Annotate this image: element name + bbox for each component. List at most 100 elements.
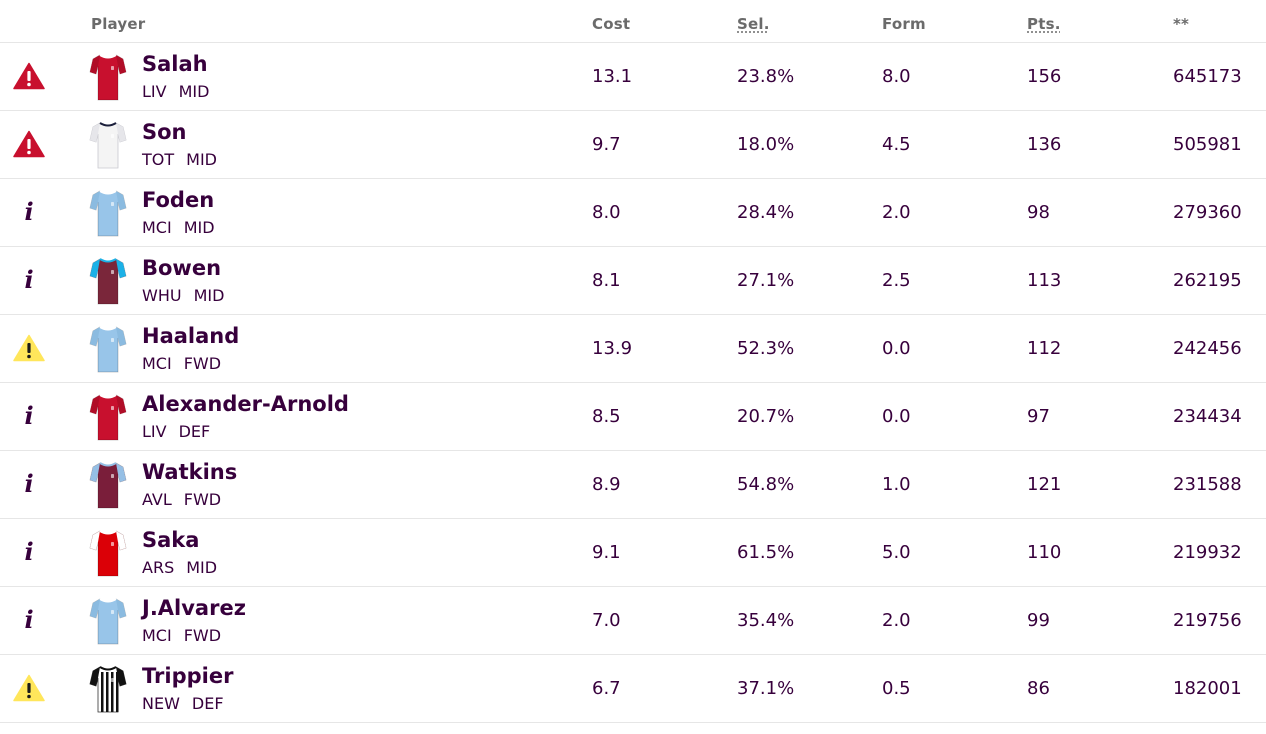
info-icon[interactable]: i bbox=[24, 265, 34, 294]
player-name[interactable]: Foden bbox=[142, 188, 215, 212]
points-value: 121 bbox=[1027, 474, 1062, 495]
table-row[interactable]: i Alexander-Arnold LIV DEF 8.5 20.7% 0.0 97 2344… bbox=[0, 383, 1266, 451]
cost-value: 8.5 bbox=[592, 406, 621, 427]
player-meta: AVL FWD bbox=[142, 490, 221, 509]
table-row[interactable]: i Bowen WHU MID 8.1 27.1% 2.5 113 262195 bbox=[0, 247, 1266, 315]
player-name[interactable]: Watkins bbox=[142, 460, 238, 484]
cost-value: 8.0 bbox=[592, 202, 621, 223]
table-row[interactable]: i J.Alvarez MCI FWD 7.0 35.4% 2.0 99 219756 bbox=[0, 587, 1266, 655]
points-value: 156 bbox=[1027, 66, 1062, 87]
stat-value: 219932 bbox=[1173, 542, 1242, 563]
player-team: MCI bbox=[142, 218, 172, 237]
player-meta: MCI MID bbox=[142, 218, 215, 237]
warning-red-icon[interactable] bbox=[12, 129, 46, 159]
selected-value: 23.8% bbox=[737, 66, 795, 87]
player-name[interactable]: J.Alvarez bbox=[142, 596, 246, 620]
points-value: 136 bbox=[1027, 134, 1062, 155]
man-city-shirt-icon bbox=[89, 188, 127, 238]
player-name[interactable]: Trippier bbox=[142, 664, 234, 688]
warning-yellow-icon[interactable] bbox=[12, 333, 46, 363]
table-row[interactable]: i Watkins AVL FWD 8.9 54.8% 1.0 121 231588 bbox=[0, 451, 1266, 519]
warning-yellow-icon[interactable] bbox=[12, 673, 46, 703]
player-team: WHU bbox=[142, 286, 182, 305]
player-name[interactable]: Saka bbox=[142, 528, 200, 552]
header-cost[interactable]: Cost bbox=[592, 15, 631, 33]
player-team: LIV bbox=[142, 82, 167, 101]
player-team: AVL bbox=[142, 490, 172, 509]
player-team: TOT bbox=[142, 150, 175, 169]
selected-value: 54.8% bbox=[737, 474, 795, 495]
cost-value: 8.9 bbox=[592, 474, 621, 495]
player-name[interactable]: Alexander-Arnold bbox=[142, 392, 349, 416]
player-position: DEF bbox=[191, 694, 224, 713]
cost-value: 13.9 bbox=[592, 338, 633, 359]
player-position: FWD bbox=[183, 490, 222, 509]
table-row-partial bbox=[0, 723, 1266, 734]
newcastle-shirt-icon bbox=[89, 664, 127, 714]
points-value: 98 bbox=[1027, 202, 1050, 223]
tottenham-shirt-icon bbox=[89, 120, 127, 170]
player-meta: ARS MID bbox=[142, 558, 217, 577]
player-name[interactable]: Haaland bbox=[142, 324, 240, 348]
stat-value: 234434 bbox=[1173, 406, 1242, 427]
table-row[interactable]: Trippier NEW DEF 6.7 37.1% 0.5 86 182001 bbox=[0, 655, 1266, 723]
player-position: MID bbox=[186, 150, 217, 169]
player-team: NEW bbox=[142, 694, 180, 713]
info-icon[interactable]: i bbox=[24, 537, 34, 566]
form-value: 1.0 bbox=[882, 474, 911, 495]
header-stat[interactable]: ** bbox=[1173, 15, 1190, 33]
points-value: 110 bbox=[1027, 542, 1062, 563]
selected-value: 61.5% bbox=[737, 542, 795, 563]
selected-value: 52.3% bbox=[737, 338, 795, 359]
aston-villa-shirt-icon bbox=[89, 460, 127, 510]
player-position: MID bbox=[183, 218, 215, 237]
stat-value: 262195 bbox=[1173, 270, 1242, 291]
stat-value: 182001 bbox=[1173, 678, 1242, 699]
cost-value: 9.7 bbox=[592, 134, 621, 155]
player-team: ARS bbox=[142, 558, 175, 577]
player-team: MCI bbox=[142, 626, 172, 645]
header-player[interactable]: Player bbox=[91, 15, 146, 33]
player-team: LIV bbox=[142, 422, 167, 441]
player-position: FWD bbox=[183, 354, 222, 373]
table-body: Salah LIV MID 13.1 23.8% 8.0 156 645173 Son TOT MI… bbox=[0, 43, 1266, 723]
table-row[interactable]: i Saka ARS MID 9.1 61.5% 5.0 110 219932 bbox=[0, 519, 1266, 587]
info-icon[interactable]: i bbox=[24, 401, 34, 430]
points-value: 97 bbox=[1027, 406, 1050, 427]
selected-value: 18.0% bbox=[737, 134, 795, 155]
header-selected[interactable]: Sel. bbox=[737, 15, 770, 33]
stat-value: 231588 bbox=[1173, 474, 1242, 495]
liverpool-shirt-icon bbox=[89, 392, 127, 442]
player-name[interactable]: Salah bbox=[142, 52, 208, 76]
table-row[interactable]: Son TOT MID 9.7 18.0% 4.5 136 505981 bbox=[0, 111, 1266, 179]
player-meta: NEW DEF bbox=[142, 694, 224, 713]
cost-value: 6.7 bbox=[592, 678, 621, 699]
stat-value: 645173 bbox=[1173, 66, 1242, 87]
player-team: MCI bbox=[142, 354, 172, 373]
cost-value: 9.1 bbox=[592, 542, 621, 563]
table-row[interactable]: Haaland MCI FWD 13.9 52.3% 0.0 112 242456 bbox=[0, 315, 1266, 383]
stat-value: 219756 bbox=[1173, 610, 1242, 631]
form-value: 4.5 bbox=[882, 134, 911, 155]
player-name[interactable]: Son bbox=[142, 120, 187, 144]
warning-red-icon[interactable] bbox=[12, 61, 46, 91]
header-form[interactable]: Form bbox=[882, 15, 926, 33]
player-meta: TOT MID bbox=[142, 150, 217, 169]
info-icon[interactable]: i bbox=[24, 197, 34, 226]
form-value: 0.0 bbox=[882, 338, 911, 359]
points-value: 112 bbox=[1027, 338, 1062, 359]
table-row[interactable]: Salah LIV MID 13.1 23.8% 8.0 156 645173 bbox=[0, 43, 1266, 111]
info-icon[interactable]: i bbox=[24, 605, 34, 634]
player-name[interactable]: Bowen bbox=[142, 256, 222, 280]
selected-value: 20.7% bbox=[737, 406, 795, 427]
cost-value: 7.0 bbox=[592, 610, 621, 631]
player-position: MID bbox=[178, 82, 210, 101]
form-value: 5.0 bbox=[882, 542, 911, 563]
player-meta: LIV DEF bbox=[142, 422, 210, 441]
player-position: DEF bbox=[178, 422, 211, 441]
cost-value: 13.1 bbox=[592, 66, 633, 87]
info-icon[interactable]: i bbox=[24, 469, 34, 498]
table-row[interactable]: i Foden MCI MID 8.0 28.4% 2.0 98 279360 bbox=[0, 179, 1266, 247]
header-points[interactable]: Pts. bbox=[1027, 15, 1061, 33]
points-value: 113 bbox=[1027, 270, 1062, 291]
